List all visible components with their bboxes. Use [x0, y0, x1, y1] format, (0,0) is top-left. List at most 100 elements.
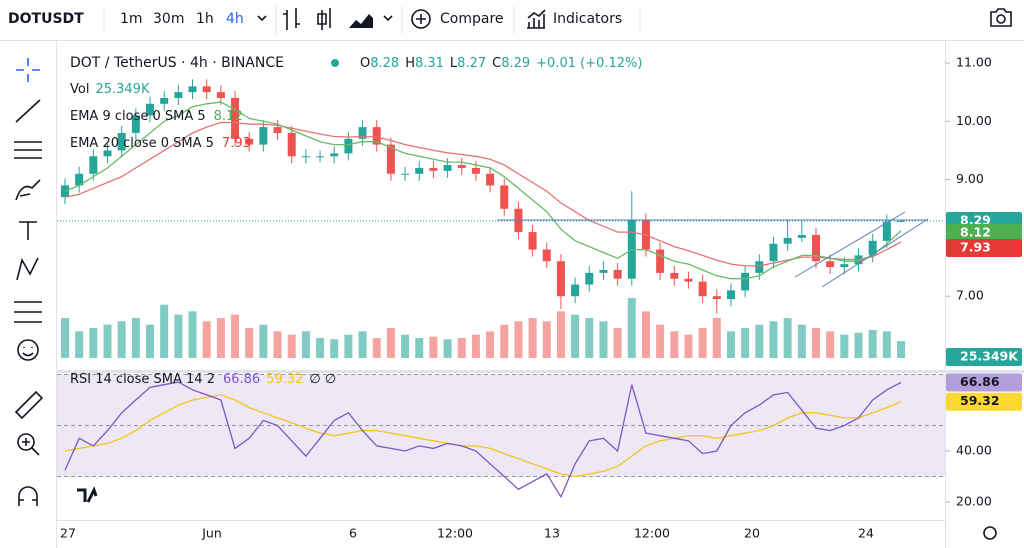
rsi-tick-label: 40.00 [956, 443, 992, 458]
interval[interactable]: 30m [153, 11, 184, 27]
ema9-value: 8.12 [214, 109, 243, 124]
compare-button[interactable]: Compare [440, 11, 504, 27]
volume-bar [783, 318, 792, 358]
volume-bar [273, 331, 282, 358]
volume-bar [627, 298, 636, 358]
indicators-icon[interactable] [527, 9, 546, 29]
y-tick-label: 9.00 [956, 171, 984, 186]
volume-tag-bg [946, 348, 1022, 366]
candle-body [670, 272, 679, 279]
icon-face [22, 347, 34, 357]
candle-body [103, 150, 112, 157]
candle-body [797, 234, 806, 238]
rsi-sma-line [64, 394, 902, 478]
chart-type-dropdown[interactable] [383, 15, 393, 22]
candle-body [585, 272, 594, 285]
brush-tool[interactable] [15, 179, 41, 201]
ohlc-legend: O8.28 H8.31 L8.27 C8.29 +0.01 (+0.12%) [360, 56, 642, 71]
candle-body [826, 261, 835, 268]
time-label: Jun [201, 526, 222, 541]
market-status [331, 59, 339, 67]
icon-tool[interactable] [17, 339, 39, 361]
ema20-label: EMA 20 close 0 SMA 5 [70, 136, 214, 151]
compare-icon[interactable] [411, 9, 431, 29]
candle-body [471, 167, 480, 174]
time-label: 12:00 [437, 526, 473, 541]
volume-bar [372, 338, 381, 358]
volume-bar [358, 331, 367, 358]
rsi-sma-tag: 59.32 [960, 393, 1000, 408]
magnet-tool[interactable] [18, 486, 38, 506]
volume-bar [656, 324, 665, 358]
candle-body [415, 167, 424, 174]
candle-body [712, 296, 721, 300]
prediction-tool[interactable] [14, 301, 42, 323]
volume-bar [726, 331, 735, 358]
volume-bar [471, 334, 480, 358]
drawn-channel [794, 211, 906, 278]
ema20-legend: EMA 20 close 0 SMA 5 7.93 [70, 136, 251, 151]
interval-dropdown[interactable] [257, 15, 267, 22]
volume-bar [61, 318, 69, 358]
volume-bar [599, 321, 608, 358]
ohlc-letter: L [450, 56, 458, 71]
volume-bar [330, 339, 339, 358]
candle-body [301, 156, 310, 158]
volume-label: Vol [70, 82, 89, 97]
volume-bar [415, 338, 424, 358]
candles-icon[interactable] [317, 8, 331, 30]
volume-bar [897, 341, 905, 358]
volume-bar [160, 304, 169, 358]
measure-tool[interactable] [14, 390, 44, 420]
candle-body [741, 272, 750, 291]
volume-bar [712, 318, 721, 358]
volume-bar [840, 334, 849, 358]
symbol[interactable]: DOTUSDT [8, 11, 84, 27]
ema9-tag: 8.12 [960, 224, 991, 239]
candle-body [316, 156, 325, 158]
volume-bar [514, 321, 523, 358]
symbol-title: DOT / TetherUS · 4h · BINANCE [70, 55, 284, 71]
candle-body [599, 269, 608, 273]
compare-icon-plus [416, 14, 426, 24]
rsi-line [64, 381, 902, 499]
candle-body [287, 132, 296, 157]
crosshair-tool[interactable] [16, 58, 40, 82]
candle-body [216, 92, 225, 98]
drawn-channel [821, 218, 929, 288]
candle-body [457, 165, 466, 168]
candle-body [160, 97, 169, 104]
settings-icon[interactable] [983, 526, 997, 540]
fib-tool[interactable] [14, 141, 42, 159]
zoom-tool[interactable] [17, 433, 35, 451]
candle-body [500, 185, 509, 209]
volume-bar [89, 328, 98, 358]
volume-bar [684, 334, 693, 358]
volume-bar [429, 336, 438, 358]
volume-legend: Vol 25.349K [70, 82, 150, 97]
volume-bar [585, 318, 594, 358]
volume-bar [741, 328, 750, 358]
candle-body [755, 261, 764, 273]
volume-bar [826, 331, 835, 358]
text-tool[interactable] [19, 221, 37, 240]
volume-bar [457, 338, 466, 358]
interval-active[interactable]: 4h [226, 11, 244, 27]
change-value: +0.01 (+0.12%) [536, 56, 642, 71]
interval[interactable]: 1h [196, 11, 214, 27]
candle-body [429, 167, 438, 171]
interval[interactable]: 1m [120, 11, 143, 27]
snapshot-icon[interactable] [990, 8, 1012, 27]
area-icon[interactable] [349, 14, 373, 28]
indicators-button[interactable]: Indicators [553, 11, 622, 27]
trendline-tool[interactable] [15, 99, 41, 123]
candle-body [528, 232, 537, 250]
time-label: 12:00 [634, 526, 670, 541]
pattern-tool[interactable] [16, 257, 39, 281]
ema9-line [64, 101, 902, 280]
bars-icon[interactable] [283, 8, 300, 30]
volume-bar [146, 324, 155, 358]
volume-bar [117, 321, 126, 358]
